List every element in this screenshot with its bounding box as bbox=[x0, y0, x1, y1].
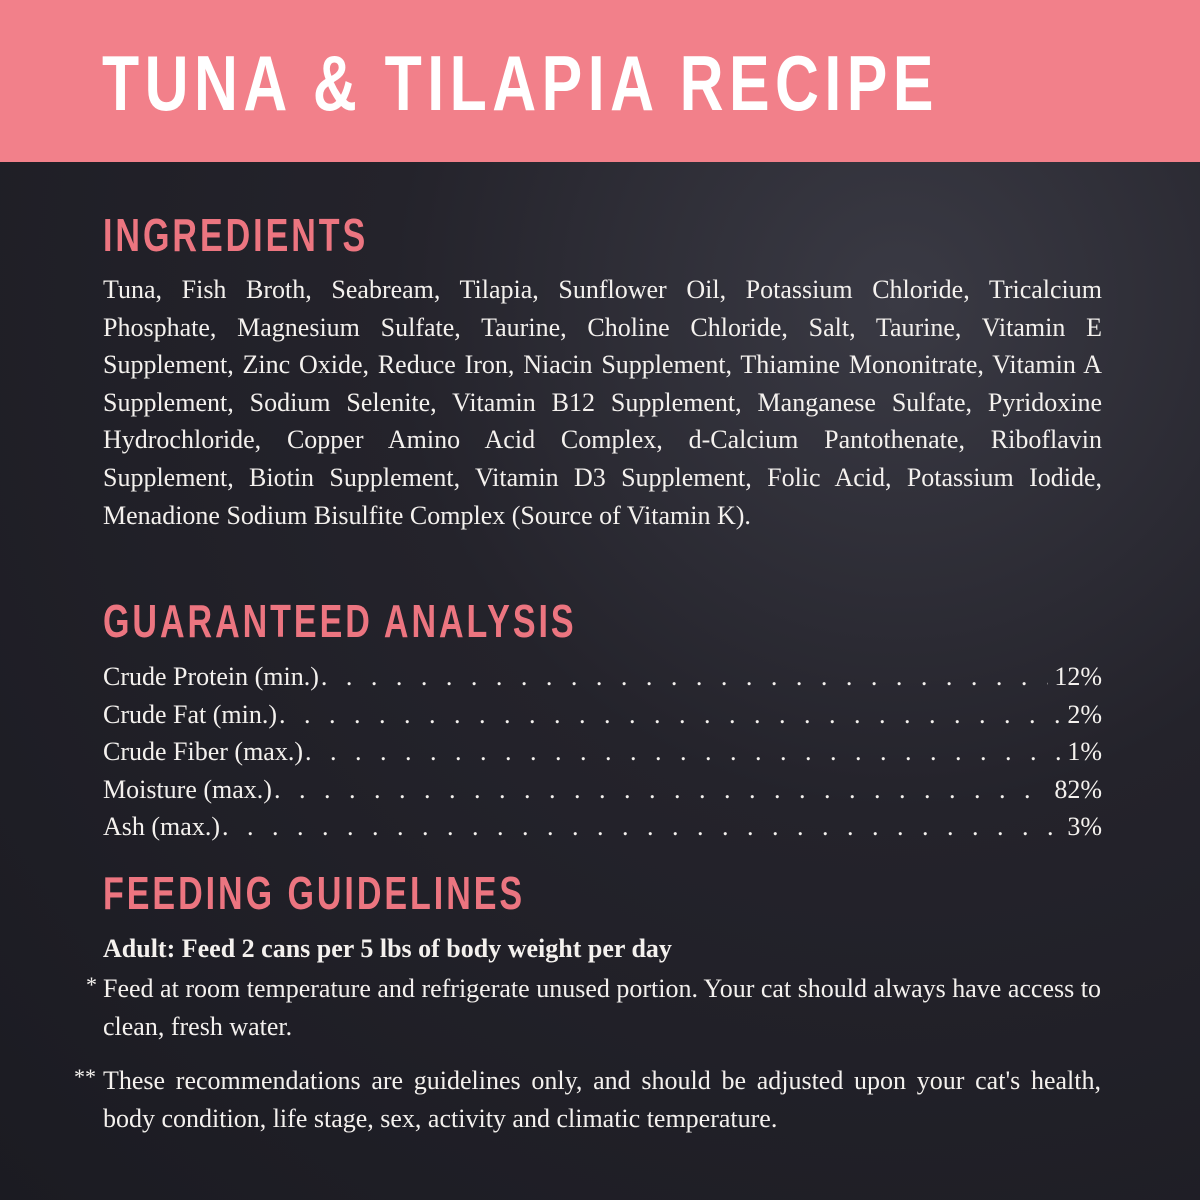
feeding-heading: FEEDING GUIDELINES bbox=[103, 867, 526, 919]
analysis-row: Ash (max.) 3% bbox=[103, 808, 1102, 846]
analysis-row: Crude Fat (min.) 2% bbox=[103, 696, 1102, 734]
analysis-table: Crude Protein (min.) 12% Crude Fat (min.)… bbox=[103, 658, 1102, 846]
row-value: 82% bbox=[1054, 774, 1102, 804]
row-value: 1% bbox=[1067, 737, 1102, 766]
row-label: Crude Protein (min.) bbox=[103, 662, 319, 691]
row-label: Crude Fiber (max.) bbox=[103, 737, 304, 766]
analysis-row: Moisture (max.) 82% bbox=[103, 771, 1102, 809]
row-value: 12% bbox=[1054, 662, 1102, 691]
ingredients-text: Tuna, Fish Broth, Seabream, Tilapia, Sun… bbox=[103, 275, 1102, 530]
adult-feeding-instruction: Adult: Feed 2 cans per 5 lbs of body wei… bbox=[103, 934, 672, 963]
title-banner: TUNA & TILAPIA RECIPE bbox=[0, 0, 1200, 162]
feeding-disclaimer: These recommendations are guidelines onl… bbox=[103, 1066, 1101, 1133]
page-title: TUNA & TILAPIA RECIPE bbox=[102, 39, 939, 127]
ingredients-heading: INGREDIENTS bbox=[103, 209, 369, 261]
footnote-marker: * bbox=[86, 972, 97, 997]
dot-leader bbox=[279, 696, 1061, 734]
feeding-note: Feed at room temperature and refrigerate… bbox=[103, 974, 1101, 1041]
dot-leader bbox=[305, 733, 1061, 771]
footnote-marker: ** bbox=[74, 1064, 96, 1089]
analysis-row: Crude Fiber (max.) 1% bbox=[103, 733, 1102, 771]
row-label: Moisture (max.) bbox=[103, 774, 272, 804]
dot-leader bbox=[321, 658, 1048, 696]
analysis-heading: GUARANTEED ANALYSIS bbox=[103, 595, 577, 647]
row-value: 3% bbox=[1067, 812, 1102, 841]
row-value: 2% bbox=[1067, 699, 1102, 729]
dot-leader bbox=[274, 771, 1048, 809]
row-label: Crude Fat (min.) bbox=[103, 699, 278, 729]
dot-leader bbox=[222, 808, 1061, 846]
analysis-row: Crude Protein (min.) 12% bbox=[103, 658, 1102, 696]
row-label: Ash (max.) bbox=[103, 812, 220, 841]
